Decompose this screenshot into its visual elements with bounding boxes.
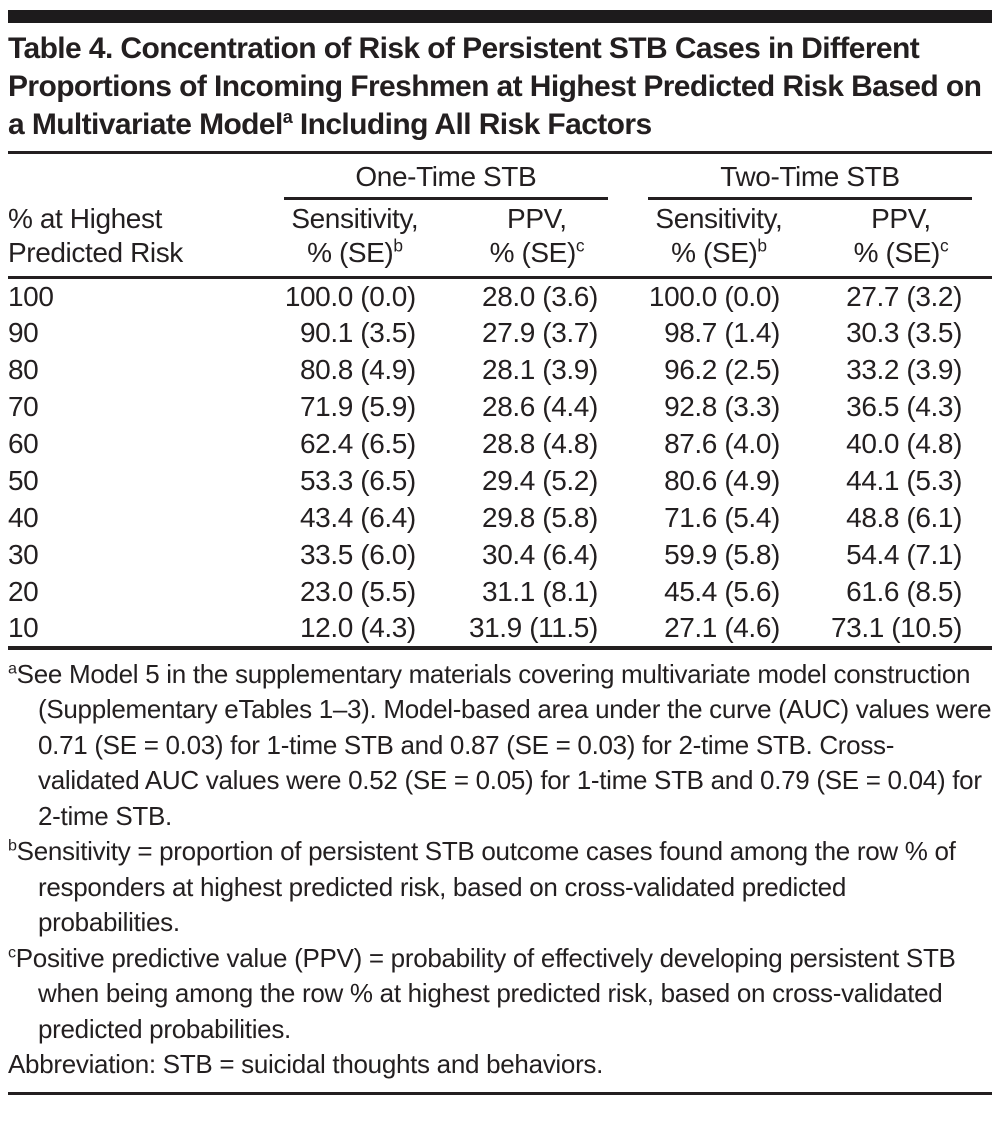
group-header-one-time-stb: One-Time STB bbox=[264, 153, 628, 200]
table-row: 20 23.0 (5.5) 31.1 (8.1) 45.4 (5.6) 61.6… bbox=[8, 574, 992, 611]
table-title-prefix: Table 4. Concentration of Risk of Persis… bbox=[8, 32, 982, 141]
data-cell: 71.9 (5.9) bbox=[300, 391, 416, 422]
col-header-sensitivity-one-time: Sensitivity,% (SE)b bbox=[291, 203, 419, 268]
col-header-ppv-one-time: PPV,% (SE)c bbox=[489, 203, 585, 268]
table-row: 30 33.5 (6.0) 30.4 (6.4) 59.9 (5.8) 54.4… bbox=[8, 537, 992, 574]
data-cell: 98.7 (1.4) bbox=[664, 317, 780, 348]
data-cell: 30.3 (3.5) bbox=[846, 317, 962, 348]
group-header-two-time-stb: Two-Time STB bbox=[628, 153, 992, 200]
data-cell: 48.8 (6.1) bbox=[846, 502, 962, 533]
data-cell: 28.0 (3.6) bbox=[482, 280, 598, 312]
bottom-divider bbox=[8, 1091, 992, 1095]
table-row: 60 62.4 (6.5) 28.8 (4.8) 87.6 (4.0) 40.0… bbox=[8, 426, 992, 463]
footnote-c: cPositive predictive value (PPV) = proba… bbox=[8, 941, 992, 1048]
row-pct-cell: 30 bbox=[8, 539, 39, 570]
data-cell: 43.4 (6.4) bbox=[300, 502, 416, 533]
data-cell: 80.8 (4.9) bbox=[300, 354, 416, 385]
row-pct-cell: 50 bbox=[8, 465, 39, 496]
data-cell: 28.1 (3.9) bbox=[482, 354, 598, 385]
data-cell: 59.9 (5.8) bbox=[664, 539, 780, 570]
row-pct-cell: 90 bbox=[8, 317, 39, 348]
data-cell: 45.4 (5.6) bbox=[664, 576, 780, 607]
data-cell: 53.3 (6.5) bbox=[300, 465, 416, 496]
data-cell: 29.8 (5.8) bbox=[482, 502, 598, 533]
row-pct-cell: 20 bbox=[8, 576, 39, 607]
footnote-b-text: Sensitivity = proportion of persistent S… bbox=[16, 836, 956, 937]
footnote-a-marker: a bbox=[8, 658, 17, 677]
data-cell: 80.6 (4.9) bbox=[664, 465, 780, 496]
footnote-a-text: See Model 5 in the supplementary materia… bbox=[16, 658, 992, 831]
top-divider-bar bbox=[8, 10, 992, 23]
data-cell: 28.8 (4.8) bbox=[482, 428, 598, 459]
data-cell: 100.0 (0.0) bbox=[648, 280, 780, 312]
data-cell: 71.6 (5.4) bbox=[664, 502, 780, 533]
data-cell: 23.0 (5.5) bbox=[300, 576, 416, 607]
table-header: % at Highest Predicted Risk One-Time STB… bbox=[8, 153, 992, 278]
footnote-b-marker: b bbox=[8, 836, 17, 855]
footnotes-section: aSee Model 5 in the supplementary materi… bbox=[8, 657, 992, 1083]
row-pct-cell: 10 bbox=[8, 612, 39, 643]
data-cell: 30.4 (6.4) bbox=[482, 539, 598, 570]
row-pct-cell: 80 bbox=[8, 354, 39, 385]
row-pct-cell: 40 bbox=[8, 502, 39, 533]
data-cell: 54.4 (7.1) bbox=[846, 539, 962, 570]
data-cell: 33.5 (6.0) bbox=[300, 539, 416, 570]
data-cell: 40.0 (4.8) bbox=[846, 428, 962, 459]
footnote-c-text: Positive predictive value (PPV) = probab… bbox=[15, 942, 956, 1044]
table-title-superscript: a bbox=[282, 107, 293, 127]
data-cell: 12.0 (4.3) bbox=[300, 612, 416, 643]
footnote-a: aSee Model 5 in the supplementary materi… bbox=[8, 657, 992, 835]
data-cell: 96.2 (2.5) bbox=[664, 354, 780, 385]
data-cell: 61.6 (8.5) bbox=[846, 576, 962, 607]
data-cell: 90.1 (3.5) bbox=[300, 317, 416, 348]
abbreviation-note: Abbreviation: STB = suicidal thoughts an… bbox=[8, 1049, 604, 1079]
data-cell: 27.1 (4.6) bbox=[664, 612, 780, 643]
group-header-two-time-stb-label: Two-Time STB bbox=[647, 159, 972, 200]
data-cell: 73.1 (10.5) bbox=[830, 612, 962, 643]
data-cell: 28.6 (4.4) bbox=[482, 391, 598, 422]
table-row: 100 100.0 (0.0) 28.0 (3.6) 100.0 (0.0) 2… bbox=[8, 278, 992, 315]
data-cell: 33.2 (3.9) bbox=[846, 354, 962, 385]
data-cell: 87.6 (4.0) bbox=[664, 428, 780, 459]
data-cell: 31.9 (11.5) bbox=[468, 612, 598, 643]
table-row: 40 43.4 (6.4) 29.8 (5.8) 71.6 (5.4) 48.8… bbox=[8, 500, 992, 537]
row-pct-cell: 70 bbox=[8, 391, 39, 422]
table-title-suffix: Including All Risk Factors bbox=[292, 108, 652, 141]
data-cell: 31.1 (8.1) bbox=[482, 576, 598, 607]
table-title: Table 4. Concentration of Risk of Persis… bbox=[8, 30, 992, 144]
row-pct-cell: 100 bbox=[8, 280, 54, 312]
row-pct-cell: 60 bbox=[8, 428, 39, 459]
data-cell: 92.8 (3.3) bbox=[664, 391, 780, 422]
col-header-sensitivity-two-time: Sensitivity,% (SE)b bbox=[655, 203, 783, 268]
footnote-b: bSensitivity = proportion of persistent … bbox=[8, 834, 992, 941]
data-cell: 27.7 (3.2) bbox=[846, 280, 962, 312]
data-cell: 27.9 (3.7) bbox=[482, 317, 598, 348]
data-cell: 62.4 (6.5) bbox=[300, 428, 416, 459]
data-cell: 36.5 (4.3) bbox=[846, 391, 962, 422]
table-row: 70 71.9 (5.9) 28.6 (4.4) 92.8 (3.3) 36.5… bbox=[8, 389, 992, 426]
data-cell: 29.4 (5.2) bbox=[482, 465, 598, 496]
stub-header: % at Highest Predicted Risk bbox=[8, 203, 183, 268]
footnote-c-marker: c bbox=[8, 942, 16, 961]
col-header-ppv-two-time: PPV,% (SE)c bbox=[853, 203, 949, 268]
table-row: 10 12.0 (4.3) 31.9 (11.5) 27.1 (4.6) 73.… bbox=[8, 611, 992, 648]
table-row: 50 53.3 (6.5) 29.4 (5.2) 80.6 (4.9) 44.1… bbox=[8, 463, 992, 500]
data-cell: 100.0 (0.0) bbox=[284, 280, 416, 312]
data-cell: 44.1 (5.3) bbox=[846, 465, 962, 496]
table-row: 80 80.8 (4.9) 28.1 (3.9) 96.2 (2.5) 33.2… bbox=[8, 352, 992, 389]
table-body: 100 100.0 (0.0) 28.0 (3.6) 100.0 (0.0) 2… bbox=[8, 278, 992, 648]
risk-concentration-table: % at Highest Predicted Risk One-Time STB… bbox=[8, 151, 992, 650]
group-header-one-time-stb-label: One-Time STB bbox=[283, 159, 608, 200]
table-row: 90 90.1 (3.5) 27.9 (3.7) 98.7 (1.4) 30.3… bbox=[8, 315, 992, 352]
